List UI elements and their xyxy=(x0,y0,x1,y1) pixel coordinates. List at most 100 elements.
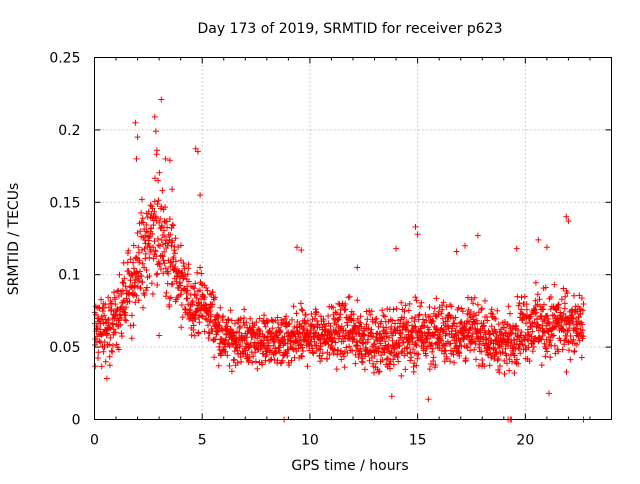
data-point xyxy=(551,281,558,288)
data-point xyxy=(521,293,528,300)
data-point xyxy=(311,338,318,345)
data-point xyxy=(412,223,419,230)
data-point xyxy=(368,326,375,333)
data-point xyxy=(134,269,141,276)
data-point xyxy=(393,305,400,312)
data-point xyxy=(325,313,332,319)
data-point xyxy=(136,277,142,284)
data-point xyxy=(347,347,354,354)
data-point xyxy=(429,348,436,355)
data-point xyxy=(505,303,512,310)
data-point xyxy=(296,337,303,344)
data-point xyxy=(100,304,107,311)
y-tick-label: 0.25 xyxy=(49,51,80,67)
data-point xyxy=(156,169,163,176)
data-point xyxy=(155,242,162,249)
data-point xyxy=(538,336,545,343)
data-point xyxy=(216,343,223,350)
data-point xyxy=(172,258,179,265)
data-point xyxy=(468,296,475,303)
data-point xyxy=(476,338,483,345)
data-point xyxy=(558,296,565,303)
data-point xyxy=(217,304,224,311)
data-point xyxy=(438,337,445,344)
data-point xyxy=(148,225,155,232)
data-point xyxy=(431,305,438,312)
data-point xyxy=(415,351,422,358)
data-point xyxy=(576,292,583,299)
data-point xyxy=(249,359,256,366)
data-point xyxy=(487,331,493,338)
data-point xyxy=(430,318,437,325)
data-point xyxy=(272,348,279,355)
data-point xyxy=(303,337,310,344)
data-point xyxy=(159,222,165,229)
data-point xyxy=(332,339,339,346)
data-point xyxy=(170,254,177,261)
data-point xyxy=(507,351,514,358)
data-point xyxy=(501,370,508,377)
data-point xyxy=(137,268,143,275)
data-point xyxy=(354,264,361,271)
data-point xyxy=(405,307,412,314)
data-point xyxy=(345,294,352,301)
data-point xyxy=(561,300,568,307)
data-point xyxy=(513,356,520,363)
data-point xyxy=(565,218,572,225)
data-point xyxy=(176,274,183,281)
data-point xyxy=(462,242,468,249)
data-point xyxy=(571,348,578,354)
data-point xyxy=(573,341,580,348)
data-point xyxy=(228,368,235,375)
data-point xyxy=(265,318,271,324)
data-point xyxy=(205,335,212,342)
data-point xyxy=(135,297,142,304)
data-point xyxy=(542,353,549,360)
data-point xyxy=(413,362,420,369)
data-point xyxy=(296,329,303,336)
data-point xyxy=(494,357,501,364)
data-point xyxy=(478,348,485,355)
data-point xyxy=(396,342,403,349)
y-tick-label: 0.2 xyxy=(58,123,80,139)
data-point xyxy=(118,315,125,321)
data-point xyxy=(203,284,210,291)
data-point xyxy=(101,339,108,345)
data-point xyxy=(547,294,554,300)
data-point xyxy=(435,311,442,318)
x-tick-label: 10 xyxy=(301,433,319,449)
data-point xyxy=(489,311,496,318)
data-point xyxy=(462,355,469,362)
data-point xyxy=(317,336,324,343)
data-point xyxy=(157,266,164,273)
data-point xyxy=(441,348,448,355)
data-point xyxy=(162,204,168,211)
data-point xyxy=(126,298,133,305)
data-point xyxy=(410,346,416,353)
data-point xyxy=(376,330,383,337)
data-point xyxy=(413,350,420,357)
data-point xyxy=(191,291,198,298)
data-point xyxy=(453,323,460,330)
data-point xyxy=(383,356,390,363)
data-point xyxy=(106,341,113,348)
data-point xyxy=(546,390,552,397)
data-point xyxy=(256,315,263,322)
data-point xyxy=(222,336,229,343)
plot-frame xyxy=(94,57,612,420)
data-point xyxy=(472,312,479,319)
data-point xyxy=(413,297,420,304)
data-point xyxy=(571,292,577,299)
data-point xyxy=(429,345,436,352)
y-tick-label: 0.05 xyxy=(49,340,80,356)
data-point xyxy=(314,321,321,328)
data-point xyxy=(423,352,430,359)
data-point xyxy=(411,318,418,325)
data-point xyxy=(568,314,575,321)
data-point xyxy=(152,175,158,182)
data-point xyxy=(380,312,387,319)
data-point xyxy=(579,321,586,328)
data-point xyxy=(192,280,199,287)
y-tick-label: 0 xyxy=(72,413,81,429)
x-tick-label: 15 xyxy=(409,433,427,449)
